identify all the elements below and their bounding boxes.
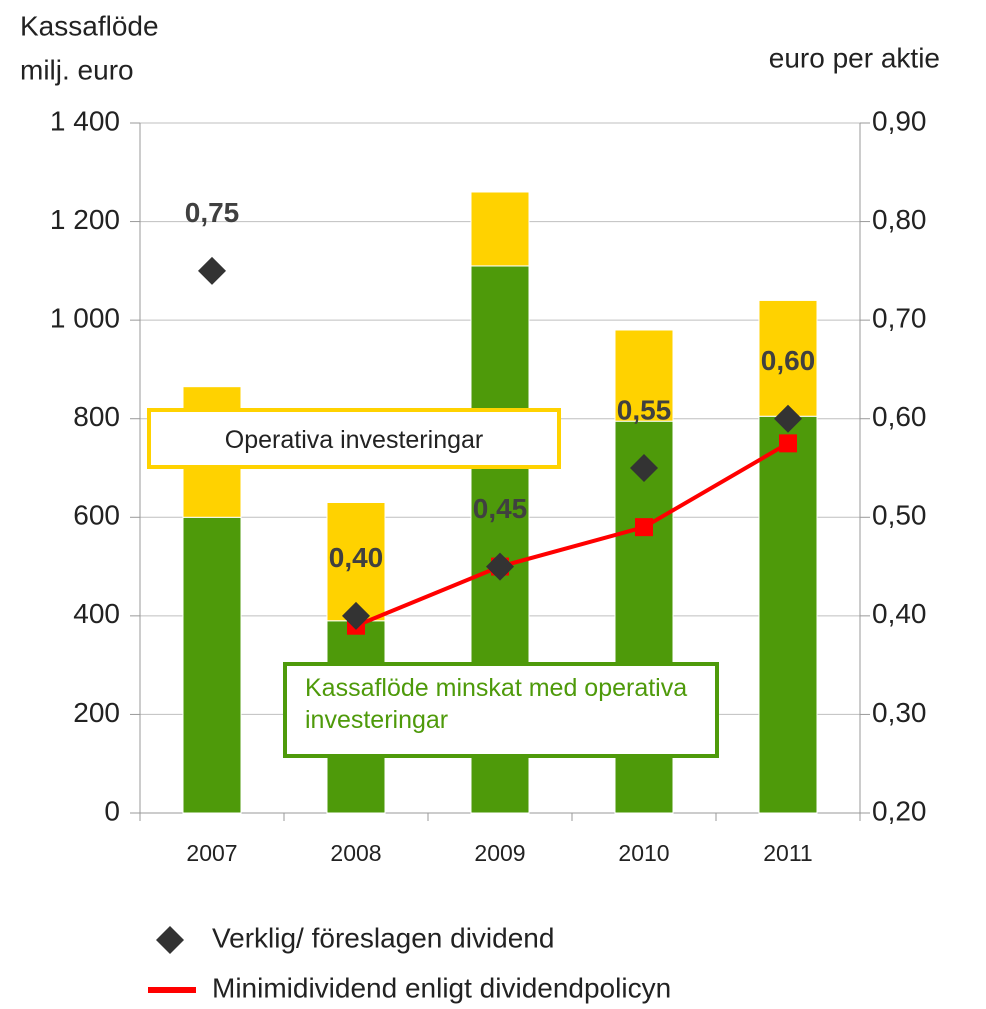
y2-tick-label: 0,50 xyxy=(872,500,927,531)
y-tick-label: 1 000 xyxy=(50,303,120,334)
diamond xyxy=(486,552,514,581)
bar xyxy=(758,415,818,814)
diamond xyxy=(774,404,802,433)
annotation-box: Kassaflöde minskat med operativa investe… xyxy=(283,662,719,758)
data-label: 0,55 xyxy=(617,394,672,425)
bar xyxy=(182,516,242,814)
y-tick-label: 1 400 xyxy=(50,105,120,136)
legend-label: Verklig/ föreslagen dividend xyxy=(212,922,554,953)
diamond xyxy=(198,256,226,285)
y-axis-title-line: milj. euro xyxy=(20,54,134,85)
y2-tick-label: 0,70 xyxy=(872,303,927,334)
x-tick-label: 2007 xyxy=(186,840,237,866)
y-tick-label: 600 xyxy=(73,500,120,531)
legend-label: Minimidividend enligt dividendpolicyn xyxy=(212,972,671,1003)
y-tick-label: 400 xyxy=(73,598,120,629)
data-label: 0,60 xyxy=(761,345,816,376)
y2-tick-label: 0,40 xyxy=(872,598,927,629)
bar xyxy=(758,299,818,417)
y-axis-title-line: Kassaflöde xyxy=(20,10,159,41)
diamond xyxy=(342,601,370,630)
data-label: 0,75 xyxy=(185,197,240,228)
y-tick-label: 0 xyxy=(104,795,120,826)
x-tick-label: 2010 xyxy=(618,840,669,866)
bar xyxy=(326,502,386,622)
y-tick-label: 1 200 xyxy=(50,204,120,235)
line-marker xyxy=(635,518,653,537)
data-label: 0,45 xyxy=(473,493,528,524)
line-marker xyxy=(779,434,797,453)
x-tick-label: 2008 xyxy=(330,840,381,866)
line xyxy=(355,441,790,628)
y2-tick-label: 0,80 xyxy=(872,204,927,235)
legend-marker xyxy=(156,926,184,954)
y2-tick-label: 0,30 xyxy=(872,697,927,728)
x-tick-label: 2011 xyxy=(763,840,812,866)
y-tick-label: 200 xyxy=(73,697,120,728)
y-tick-label: 800 xyxy=(73,401,120,432)
bar xyxy=(470,191,530,267)
y2-tick-label: 0,90 xyxy=(872,105,927,136)
bar xyxy=(614,329,674,422)
y2-axis-title: euro per aktie xyxy=(769,42,940,73)
y2-tick-label: 0,60 xyxy=(872,401,927,432)
x-tick-label: 2009 xyxy=(474,840,525,866)
diamond xyxy=(630,454,658,482)
data-label: 0,40 xyxy=(329,542,384,573)
annotation-box: Operativa investeringar xyxy=(147,408,561,469)
y2-tick-label: 0,20 xyxy=(872,795,927,826)
